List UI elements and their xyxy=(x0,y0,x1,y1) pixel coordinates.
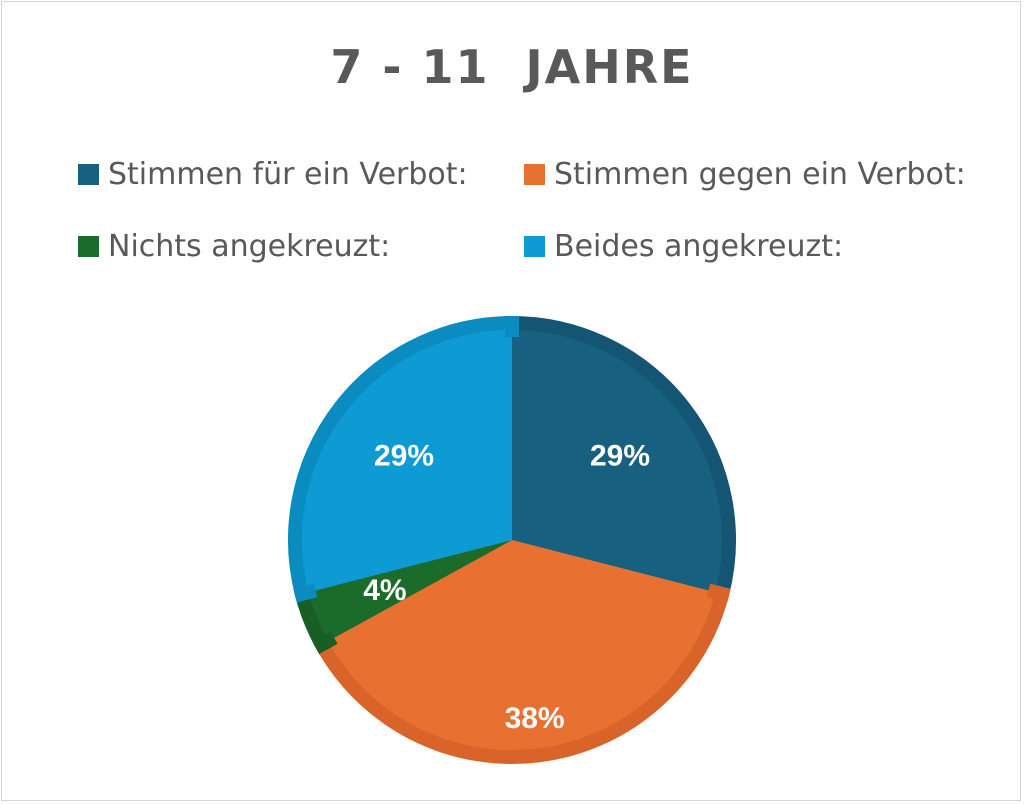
legend-item-stimmen-gegen-verbot: Stimmen gegen ein Verbot: xyxy=(524,154,966,194)
legend-swatch xyxy=(524,235,545,257)
data-label-stimmen-fuer-verbot: 29% xyxy=(590,440,650,473)
legend-label: Nichts angekreuzt: xyxy=(108,228,391,264)
legend-swatch xyxy=(78,163,99,185)
legend-label: Stimmen gegen ein Verbot: xyxy=(554,156,966,192)
legend-label: Stimmen für ein Verbot: xyxy=(108,156,468,192)
pie-slice-beides-angekreuzt-fill xyxy=(309,337,512,591)
legend-swatch xyxy=(524,163,545,185)
data-label-nichts-angekreuzt: 4% xyxy=(363,574,406,607)
pie-slice-nichts-angekreuzt-fill xyxy=(315,540,512,638)
legend-item-stimmen-fuer-verbot: Stimmen für ein Verbot: xyxy=(78,154,468,194)
legend-item-beides-angekreuzt: Beides angekreuzt: xyxy=(524,226,843,266)
pie-slice-stimmen-gegen-verbot-fill xyxy=(334,540,709,743)
pie-slice-stimmen-fuer-verbot-fill xyxy=(512,337,715,591)
data-label-stimmen-gegen-verbot: 38% xyxy=(505,702,565,735)
data-label-beides-angekreuzt: 29% xyxy=(374,440,434,473)
legend-item-nichts-angekreuzt: Nichts angekreuzt: xyxy=(78,226,390,266)
legend-label: Beides angekreuzt: xyxy=(554,228,844,264)
chart-title: 7 - 11 JAHRE xyxy=(330,40,694,94)
legend-swatch xyxy=(78,235,99,257)
